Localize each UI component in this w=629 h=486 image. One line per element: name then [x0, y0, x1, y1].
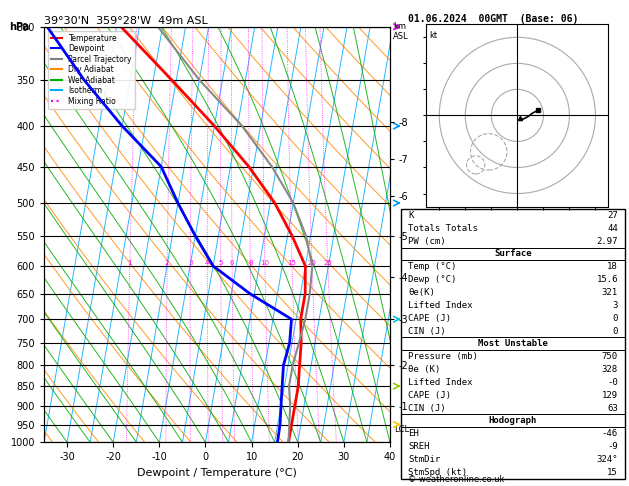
Text: θe (K): θe (K)	[408, 365, 440, 374]
Text: 129: 129	[602, 391, 618, 399]
Text: hPa: hPa	[9, 22, 30, 32]
Text: CAPE (J): CAPE (J)	[408, 391, 451, 399]
Text: 2.97: 2.97	[596, 237, 618, 245]
Text: © weatheronline.co.uk: © weatheronline.co.uk	[408, 474, 504, 484]
Text: 8: 8	[248, 260, 253, 266]
X-axis label: Dewpoint / Temperature (°C): Dewpoint / Temperature (°C)	[137, 468, 297, 478]
Text: 25: 25	[323, 260, 332, 266]
Text: 2: 2	[165, 260, 169, 266]
Text: 3: 3	[188, 260, 192, 266]
Text: 39°30'N  359°28'W  49m ASL: 39°30'N 359°28'W 49m ASL	[44, 16, 208, 26]
Text: 750: 750	[602, 352, 618, 361]
Text: 15: 15	[287, 260, 296, 266]
Text: 27: 27	[607, 211, 618, 220]
Text: -9: -9	[607, 442, 618, 451]
Text: 3: 3	[613, 301, 618, 310]
Text: CAPE (J): CAPE (J)	[408, 313, 451, 323]
Text: Totals Totals: Totals Totals	[408, 224, 478, 233]
Text: EH: EH	[408, 429, 419, 438]
Text: Lifted Index: Lifted Index	[408, 378, 472, 387]
Text: 44: 44	[607, 224, 618, 233]
Text: 328: 328	[602, 365, 618, 374]
Text: 6: 6	[230, 260, 235, 266]
Text: StmDir: StmDir	[408, 455, 440, 464]
Text: PW (cm): PW (cm)	[408, 237, 445, 245]
Text: 01.06.2024  00GMT  (Base: 06): 01.06.2024 00GMT (Base: 06)	[408, 14, 578, 24]
Text: km
ASL: km ASL	[393, 22, 409, 41]
Text: 4: 4	[205, 260, 209, 266]
Text: 0: 0	[613, 327, 618, 335]
Text: θe(K): θe(K)	[408, 288, 435, 297]
Text: kt: kt	[429, 31, 437, 40]
Text: Hodograph: Hodograph	[489, 417, 537, 425]
Text: 63: 63	[607, 403, 618, 413]
Text: 20: 20	[308, 260, 316, 266]
Text: 5: 5	[219, 260, 223, 266]
Text: 321: 321	[602, 288, 618, 297]
Text: StmSpd (kt): StmSpd (kt)	[408, 468, 467, 477]
Text: 324°: 324°	[596, 455, 618, 464]
Text: SREH: SREH	[408, 442, 430, 451]
Text: 18: 18	[607, 262, 618, 271]
Text: -0: -0	[607, 378, 618, 387]
Text: 1: 1	[128, 260, 132, 266]
Text: Most Unstable: Most Unstable	[478, 339, 548, 348]
Text: 10: 10	[260, 260, 269, 266]
Text: K: K	[408, 211, 413, 220]
Legend: Temperature, Dewpoint, Parcel Trajectory, Dry Adiabat, Wet Adiabat, Isotherm, Mi: Temperature, Dewpoint, Parcel Trajectory…	[48, 31, 135, 109]
Text: 15: 15	[607, 468, 618, 477]
Text: Surface: Surface	[494, 249, 532, 259]
Text: Dewp (°C): Dewp (°C)	[408, 275, 457, 284]
Text: CIN (J): CIN (J)	[408, 327, 445, 335]
Text: Temp (°C): Temp (°C)	[408, 262, 457, 271]
Text: 15.6: 15.6	[596, 275, 618, 284]
Text: Pressure (mb): Pressure (mb)	[408, 352, 478, 361]
Text: Lifted Index: Lifted Index	[408, 301, 472, 310]
Text: 0: 0	[613, 313, 618, 323]
Text: -46: -46	[602, 429, 618, 438]
Text: LCL: LCL	[394, 425, 409, 434]
Text: CIN (J): CIN (J)	[408, 403, 445, 413]
